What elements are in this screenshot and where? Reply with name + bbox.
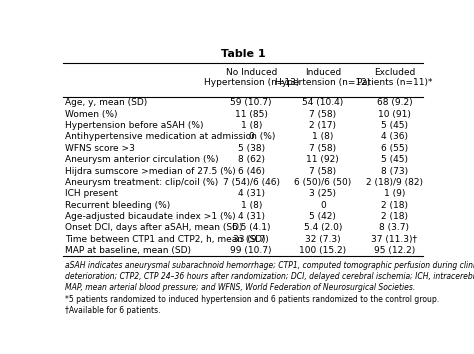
- Text: 2 (18)/9 (82): 2 (18)/9 (82): [366, 178, 423, 187]
- Text: 99 (10.7): 99 (10.7): [230, 246, 272, 255]
- Text: 5 (42): 5 (42): [310, 212, 336, 221]
- Text: 1 (8): 1 (8): [240, 201, 262, 210]
- Text: aSAH indicates aneurysmal subarachnoid hemorrhage; CTP1, computed tomographic pe: aSAH indicates aneurysmal subarachnoid h…: [65, 261, 474, 269]
- Text: ICH present: ICH present: [65, 189, 118, 198]
- Text: 32 (7.3): 32 (7.3): [305, 235, 341, 244]
- Text: 6.5 (4.1): 6.5 (4.1): [232, 223, 271, 233]
- Text: 59 (10.7): 59 (10.7): [230, 98, 272, 107]
- Text: Age, y, mean (SD): Age, y, mean (SD): [65, 98, 147, 107]
- Text: 1 (8): 1 (8): [240, 121, 262, 130]
- Text: †Available for 6 patients.: †Available for 6 patients.: [65, 306, 160, 315]
- Text: No Induced
Hypertension (n=13): No Induced Hypertension (n=13): [203, 68, 299, 87]
- Text: 8 (73): 8 (73): [381, 166, 408, 176]
- Text: 4 (31): 4 (31): [237, 212, 264, 221]
- Text: 2 (17): 2 (17): [310, 121, 337, 130]
- Text: 1 (8): 1 (8): [312, 132, 334, 141]
- Text: 4 (36): 4 (36): [381, 132, 408, 141]
- Text: *5 patients randomized to induced hypertension and 6 patients randomized to the : *5 patients randomized to induced hypert…: [65, 295, 439, 304]
- Text: deterioration; CTP2, CTP 24–36 hours after randomization; DCI, delayed cerebral : deterioration; CTP2, CTP 24–36 hours aft…: [65, 272, 474, 281]
- Text: Antihypertensive medication at admission (%): Antihypertensive medication at admission…: [65, 132, 275, 141]
- Text: 5 (38): 5 (38): [237, 144, 265, 153]
- Text: 7 (58): 7 (58): [309, 110, 337, 119]
- Text: 10 (91): 10 (91): [378, 110, 411, 119]
- Text: 8 (3.7): 8 (3.7): [380, 223, 410, 233]
- Text: 37 (11.3)†: 37 (11.3)†: [372, 235, 418, 244]
- Text: 5.4 (2.0): 5.4 (2.0): [304, 223, 342, 233]
- Text: 54 (10.4): 54 (10.4): [302, 98, 344, 107]
- Text: Aneurysm treatment: clip/coil (%): Aneurysm treatment: clip/coil (%): [65, 178, 218, 187]
- Text: 7 (58): 7 (58): [309, 144, 337, 153]
- Text: 5 (45): 5 (45): [381, 121, 408, 130]
- Text: 5 (45): 5 (45): [381, 155, 408, 164]
- Text: 0: 0: [320, 201, 326, 210]
- Text: MAP, mean arterial blood pressure; and WFNS, World Federation of Neurosurgical S: MAP, mean arterial blood pressure; and W…: [65, 284, 415, 292]
- Text: Hypertension before aSAH (%): Hypertension before aSAH (%): [65, 121, 203, 130]
- Text: 1 (9): 1 (9): [384, 189, 405, 198]
- Text: 2 (18): 2 (18): [381, 212, 408, 221]
- Text: 100 (15.2): 100 (15.2): [299, 246, 346, 255]
- Text: 6 (46): 6 (46): [237, 166, 264, 176]
- Text: 6 (55): 6 (55): [381, 144, 408, 153]
- Text: 4 (31): 4 (31): [237, 189, 264, 198]
- Text: WFNS score >3: WFNS score >3: [65, 144, 135, 153]
- Text: 7 (58): 7 (58): [309, 166, 337, 176]
- Text: 95 (12.2): 95 (12.2): [374, 246, 415, 255]
- Text: Women (%): Women (%): [65, 110, 117, 119]
- Text: 3 (25): 3 (25): [310, 189, 337, 198]
- Text: 2 (18): 2 (18): [381, 201, 408, 210]
- Text: Induced
Hypertension (n=12): Induced Hypertension (n=12): [275, 68, 371, 87]
- Text: MAP at baseline, mean (SD): MAP at baseline, mean (SD): [65, 246, 191, 255]
- Text: Age-adjusted bicaudate index >1 (%): Age-adjusted bicaudate index >1 (%): [65, 212, 236, 221]
- Text: Hijdra sumscore >median of 27.5 (%): Hijdra sumscore >median of 27.5 (%): [65, 166, 236, 176]
- Text: 6 (50)/6 (50): 6 (50)/6 (50): [294, 178, 351, 187]
- Text: 11 (92): 11 (92): [307, 155, 339, 164]
- Text: Table 1: Table 1: [220, 49, 265, 59]
- Text: Aneurysm anterior circulation (%): Aneurysm anterior circulation (%): [65, 155, 219, 164]
- Text: 8 (62): 8 (62): [237, 155, 264, 164]
- Text: Recurrent bleeding (%): Recurrent bleeding (%): [65, 201, 170, 210]
- Text: Onset DCI, days after aSAH, mean (SD): Onset DCI, days after aSAH, mean (SD): [65, 223, 242, 233]
- Text: 7 (54)/6 (46): 7 (54)/6 (46): [223, 178, 280, 187]
- Text: 33 (9.7): 33 (9.7): [233, 235, 269, 244]
- Text: Time between CTP1 and CTP2, h, mean (SD): Time between CTP1 and CTP2, h, mean (SD): [65, 235, 265, 244]
- Text: 11 (85): 11 (85): [235, 110, 268, 119]
- Text: 0: 0: [248, 132, 254, 141]
- Text: 68 (9.2): 68 (9.2): [377, 98, 412, 107]
- Text: Excluded
Patients (n=11)*: Excluded Patients (n=11)*: [357, 68, 432, 87]
